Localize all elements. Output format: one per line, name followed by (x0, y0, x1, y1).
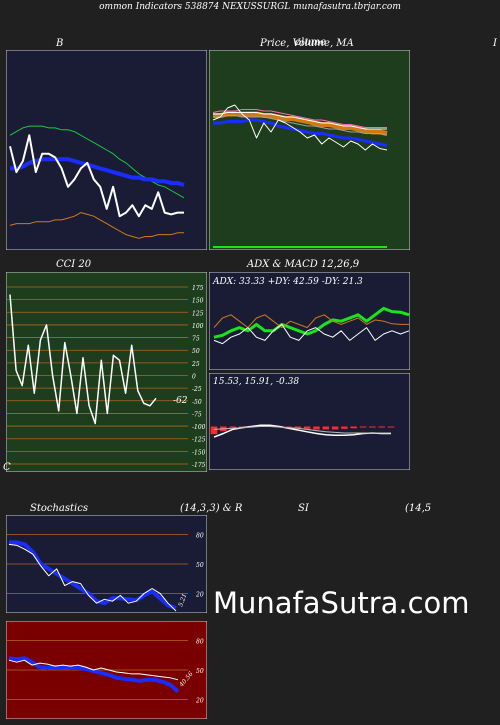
right-edge-label: I (493, 38, 497, 49)
adx-series-line-0 (213, 306, 410, 339)
adx-chart: ADX: 33.33 +DY: 42.59 -DY: 21.3 (209, 272, 410, 370)
stochastics-chart: 80 50 20 5.21 (6, 515, 207, 613)
cci-tick-label: 0 (192, 374, 196, 381)
macd-histogram-bar (322, 426, 330, 430)
cci-tick-label: -150 (192, 449, 206, 456)
macd-histogram-bar (387, 426, 395, 428)
rsi-label: SI (298, 503, 309, 514)
macd-histogram-bar (341, 426, 348, 429)
bb-chart (6, 50, 207, 250)
cci-tick-label: 75 (192, 336, 200, 343)
adx-series-line-1 (213, 314, 409, 329)
pm-series-line-3 (213, 112, 387, 130)
adx-macd-label: ADX & MACD 12,26,9 (247, 259, 360, 270)
price-ma-overlay-label: olume (295, 37, 327, 48)
price-ma-chart (209, 50, 410, 250)
macd-histogram-bar (350, 426, 357, 429)
macd-histogram-bar (229, 426, 236, 428)
cci-last-value: -62 (173, 396, 188, 406)
bb-label: B (56, 38, 64, 49)
pm-series-line-4 (213, 115, 388, 136)
macd-background (209, 373, 410, 470)
cci-tick-label: -50 (192, 399, 202, 406)
cci-label: CCI 20 (56, 259, 92, 270)
cci-tick-label: 100 (192, 323, 204, 330)
cci-tick-label: 25 (191, 361, 200, 368)
rsi-tick-label: 20 (195, 697, 204, 704)
macd-histogram-bar (210, 426, 218, 435)
rsi-tick-label: 80 (196, 639, 204, 646)
macd-histogram-bar (331, 426, 339, 430)
macd-histogram-bar (294, 426, 302, 429)
macd-histogram-bar (313, 426, 320, 430)
cci-tick-label: -175 (192, 462, 206, 469)
cci-chart: 175 150 125 100 75 50 25 0 -25 -50 -75 -100 -125 -150… (6, 272, 207, 472)
cci-series-line-0 (9, 294, 157, 425)
page-header: ommon Indicators 538874 NEXUSSURGL munaf… (99, 2, 401, 12)
macd-histogram-bar (303, 426, 311, 429)
stoch-params-label: (14,3,3) & R (180, 503, 243, 514)
rsi-series-line-1 (8, 659, 179, 681)
macd-chart: 15.53, 15.91, -0.38 (209, 373, 410, 470)
price-ma-label: Price, Volume, MA (260, 38, 354, 49)
bb-series-line-0 (9, 125, 185, 199)
cci-tick-label: 150 (192, 298, 204, 305)
bb-series-line-3 (9, 134, 184, 218)
macd-readout: 15.53, 15.91, -0.38 (213, 377, 299, 387)
pm-series-line-5 (212, 104, 388, 151)
sto-tick-label: 20 (195, 591, 204, 598)
rsi-params-label: (14,5 (405, 503, 432, 514)
sto-series-line-0 (9, 540, 177, 610)
adx-series-line-2 (213, 323, 410, 345)
macd-histogram-bar (378, 426, 385, 428)
macd-histogram-bar (285, 426, 292, 428)
cci-tick-label: 50 (192, 348, 200, 355)
sto-last-value: 5.21 (177, 593, 188, 608)
pm-background (209, 50, 410, 250)
cci-tick-label: 125 (192, 310, 204, 317)
rsi-series-line-0 (8, 656, 180, 694)
cci-tick-label: 175 (192, 285, 204, 292)
macd-series-line-1 (213, 426, 391, 434)
macd-histogram-bar (359, 426, 367, 428)
cci-tick-label: -100 (192, 424, 206, 431)
sto-series-line-1 (8, 543, 177, 612)
cci-tick-label: -25 (192, 386, 202, 393)
pm-series-line-0 (213, 118, 388, 147)
cci-tick-label: -75 (192, 411, 202, 418)
bb-series-line-2 (9, 212, 184, 239)
macd-histogram-bar (369, 426, 376, 428)
cci-tick-label: -125 (192, 437, 206, 444)
corner-label: C (3, 462, 11, 473)
stoch-label: Stochastics (30, 503, 88, 514)
rsi-tick-label: 50 (196, 668, 204, 675)
watermark: MunafaSutra.com (213, 586, 470, 620)
adx-readout: ADX: 33.33 +DY: 42.59 -DY: 21.3 (212, 277, 363, 287)
pm-series-line-2 (212, 109, 387, 128)
adx-background (209, 272, 410, 370)
sto-tick-label: 80 (196, 533, 204, 540)
sto-tick-label: 50 (196, 562, 204, 569)
